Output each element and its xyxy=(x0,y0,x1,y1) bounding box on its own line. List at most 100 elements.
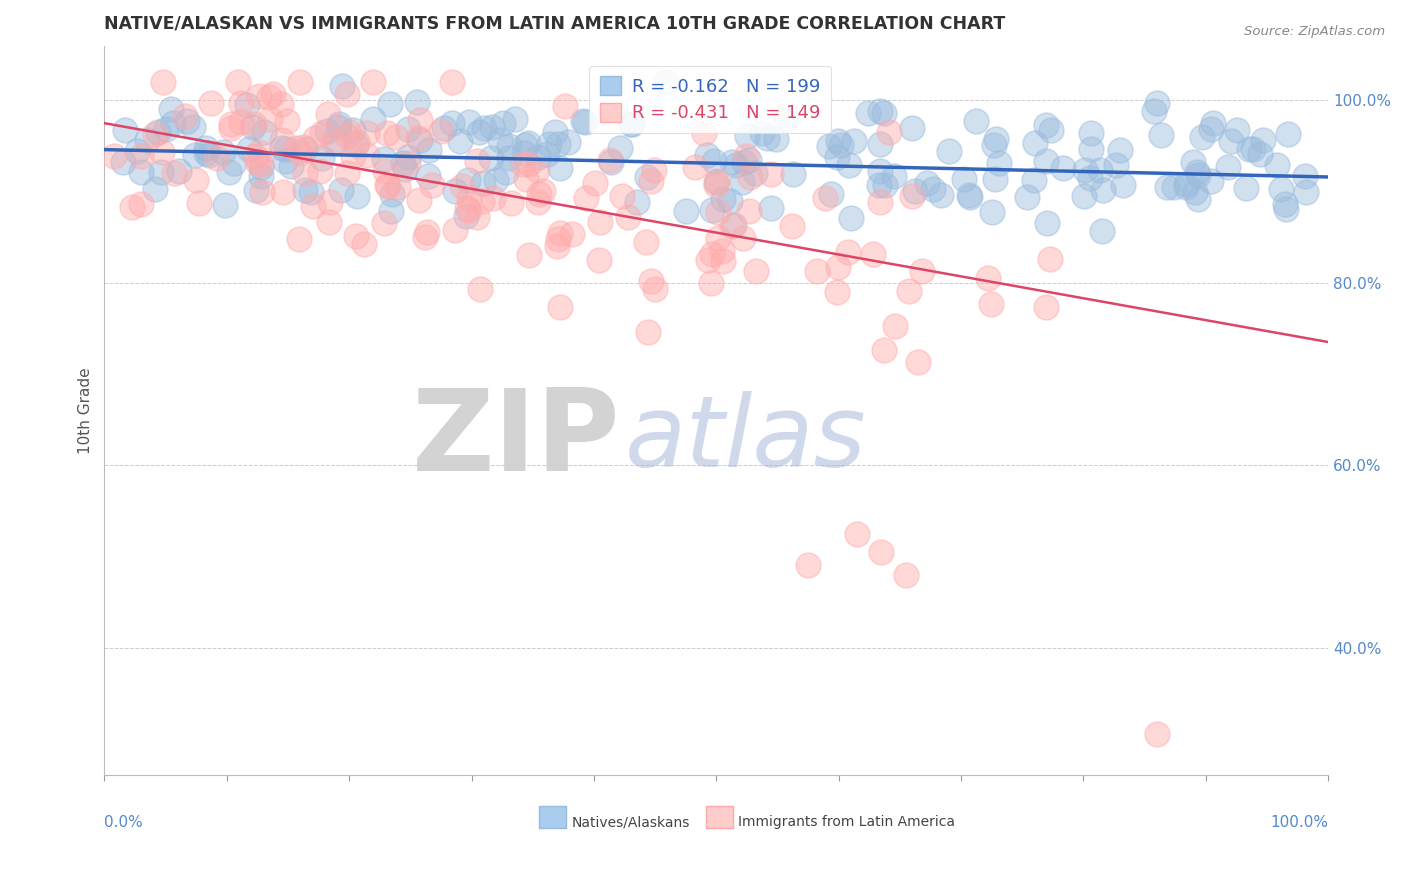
Point xyxy=(640,274,662,288)
Point xyxy=(827,150,849,164)
Point xyxy=(1039,252,1062,266)
Point xyxy=(1150,128,1173,142)
Point xyxy=(415,230,437,244)
Point xyxy=(276,114,298,128)
Point xyxy=(294,166,316,180)
Point xyxy=(441,116,464,130)
Point xyxy=(408,112,430,127)
Point xyxy=(744,166,766,180)
Point xyxy=(218,165,240,179)
Point xyxy=(550,300,572,314)
Point xyxy=(1175,179,1198,194)
Point xyxy=(526,150,548,164)
Point xyxy=(472,177,495,191)
Point xyxy=(897,285,920,299)
Point xyxy=(441,75,464,89)
Point xyxy=(330,183,353,197)
Point xyxy=(512,145,534,160)
Point xyxy=(1184,185,1206,199)
Point xyxy=(721,154,744,169)
Point xyxy=(1039,123,1062,137)
Point xyxy=(353,236,375,251)
Point xyxy=(1078,170,1101,185)
Point xyxy=(711,253,734,268)
Point xyxy=(1274,197,1296,211)
Point xyxy=(184,148,207,162)
Point xyxy=(143,127,166,141)
Point xyxy=(1265,158,1288,172)
Point xyxy=(346,135,368,149)
Point xyxy=(609,141,631,155)
Point xyxy=(198,148,221,162)
Point xyxy=(693,126,716,140)
Point xyxy=(700,247,723,261)
Point xyxy=(433,121,456,136)
Point xyxy=(129,196,152,211)
Point xyxy=(869,104,891,119)
Point xyxy=(515,137,537,152)
Point xyxy=(250,161,273,175)
Point xyxy=(574,114,596,128)
Point xyxy=(430,123,453,137)
Point xyxy=(706,178,728,192)
Point xyxy=(150,145,173,160)
Point xyxy=(1295,185,1317,199)
Point xyxy=(131,165,153,179)
Point xyxy=(253,125,276,139)
Point xyxy=(1274,202,1296,216)
Point xyxy=(342,122,364,136)
Point xyxy=(536,147,558,161)
Point xyxy=(588,214,610,228)
Point xyxy=(481,120,503,135)
Point xyxy=(444,184,467,198)
Point xyxy=(516,136,538,150)
Point xyxy=(583,176,606,190)
Point xyxy=(1080,126,1102,140)
Point xyxy=(381,186,404,201)
Point xyxy=(361,75,384,89)
Point xyxy=(818,139,841,153)
Point xyxy=(316,107,339,121)
Point xyxy=(1017,190,1039,204)
Point xyxy=(1277,127,1299,141)
Point xyxy=(718,194,741,208)
Point xyxy=(512,157,534,171)
Point xyxy=(554,99,576,113)
Text: 100.0%: 100.0% xyxy=(1270,815,1329,830)
Text: atlas: atlas xyxy=(624,391,866,488)
Point xyxy=(588,252,610,267)
Point xyxy=(901,120,924,135)
Point xyxy=(531,184,554,198)
Point xyxy=(655,75,678,89)
Point xyxy=(696,148,718,162)
Point xyxy=(751,126,773,140)
Point xyxy=(725,158,748,172)
Point xyxy=(820,186,842,201)
Point xyxy=(984,132,1007,146)
Text: NATIVE/ALASKAN VS IMMIGRANTS FROM LATIN AMERICA 10TH GRADE CORRELATION CHART: NATIVE/ALASKAN VS IMMIGRANTS FROM LATIN … xyxy=(104,15,1005,33)
Point xyxy=(229,115,252,129)
Point xyxy=(456,202,478,216)
Point xyxy=(537,136,560,151)
Point xyxy=(1146,727,1168,741)
Point xyxy=(406,131,429,145)
Point xyxy=(396,122,419,136)
Point xyxy=(114,123,136,137)
Point xyxy=(620,117,643,131)
Point xyxy=(373,152,395,166)
Point xyxy=(517,248,540,262)
Point xyxy=(1091,183,1114,197)
Point xyxy=(868,178,890,192)
Point xyxy=(1226,123,1249,137)
Point xyxy=(152,75,174,89)
Point xyxy=(870,545,893,559)
Point xyxy=(226,75,249,89)
Point xyxy=(270,96,292,111)
Point xyxy=(697,253,720,268)
Point xyxy=(330,79,353,94)
Point xyxy=(284,141,307,155)
Point xyxy=(965,113,987,128)
Point xyxy=(797,558,820,573)
Point xyxy=(1024,136,1046,150)
Point xyxy=(980,204,1002,219)
